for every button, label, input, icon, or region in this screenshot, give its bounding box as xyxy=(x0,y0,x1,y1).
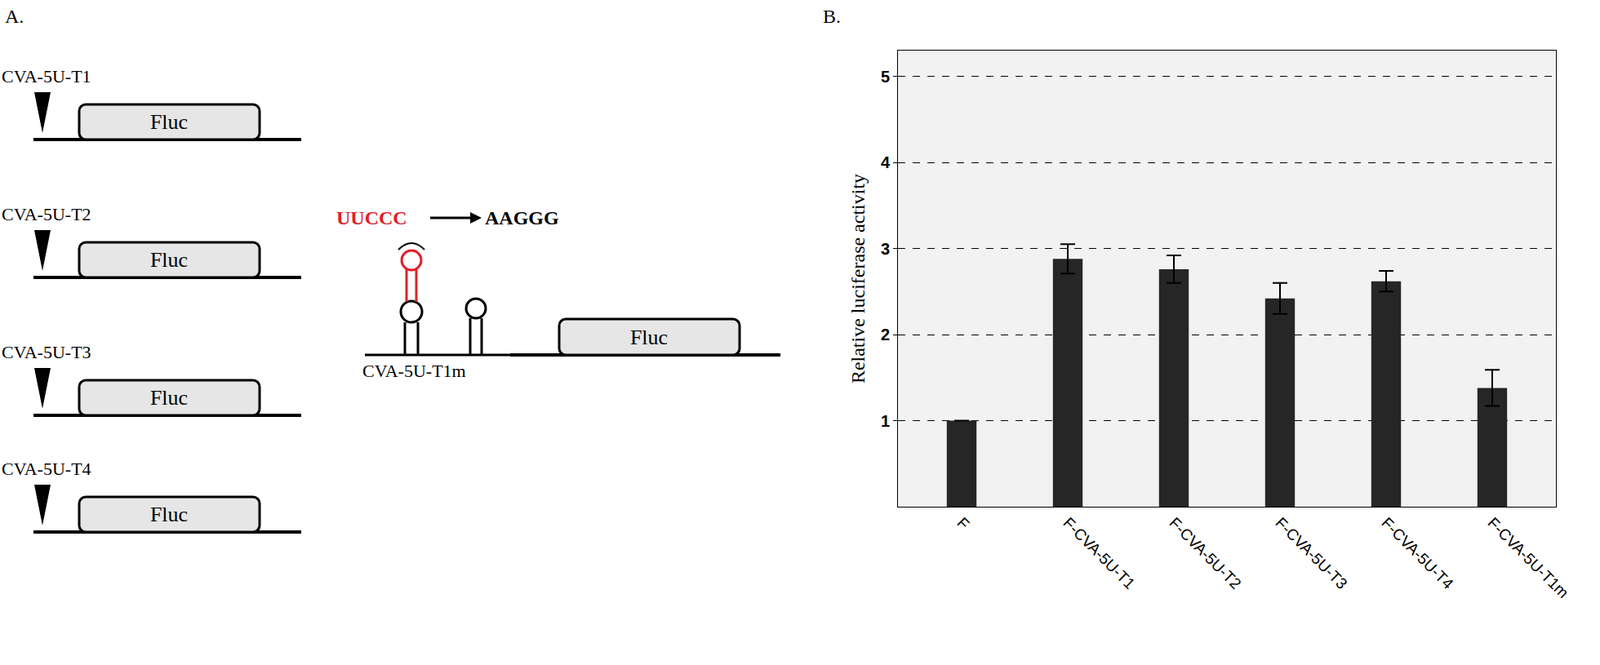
svg-text:Fluc: Fluc xyxy=(150,110,188,134)
svg-text:Relative luciferase activity: Relative luciferase activity xyxy=(847,173,869,384)
svg-text:F-CVA-5U-T3: F-CVA-5U-T3 xyxy=(1271,514,1351,593)
svg-text:CVA-5U-T4: CVA-5U-T4 xyxy=(1,458,92,480)
svg-text:Fluc: Fluc xyxy=(150,386,188,410)
svg-text:AAGGG: AAGGG xyxy=(484,207,560,229)
svg-text:Fluc: Fluc xyxy=(630,325,668,350)
svg-text:Fluc: Fluc xyxy=(150,248,188,272)
svg-text:CVA-5U-T2: CVA-5U-T2 xyxy=(1,204,92,225)
svg-text:2: 2 xyxy=(880,325,890,344)
svg-text:Fluc: Fluc xyxy=(150,502,188,527)
svg-text:A.: A. xyxy=(4,5,24,27)
svg-text:F: F xyxy=(953,514,973,534)
svg-text:F-CVA-5U-T2: F-CVA-5U-T2 xyxy=(1165,514,1245,593)
svg-text:1: 1 xyxy=(880,412,890,431)
svg-text:CVA-5U-T1m: CVA-5U-T1m xyxy=(362,360,467,382)
svg-text:4: 4 xyxy=(880,153,891,172)
svg-text:F-CVA-5U-T1: F-CVA-5U-T1 xyxy=(1059,514,1138,593)
svg-text:CVA-5U-T3: CVA-5U-T3 xyxy=(1,342,92,363)
svg-text:F-CVA-5U-T4: F-CVA-5U-T4 xyxy=(1377,514,1457,593)
svg-text:B.: B. xyxy=(822,5,841,27)
svg-text:5: 5 xyxy=(880,67,890,86)
svg-text:CVA-5U-T1: CVA-5U-T1 xyxy=(1,66,92,87)
svg-text:3: 3 xyxy=(880,240,890,258)
svg-text:UUCCC: UUCCC xyxy=(336,207,408,229)
svg-text:F-CVA-5U-T1m: F-CVA-5U-T1m xyxy=(1484,514,1572,602)
